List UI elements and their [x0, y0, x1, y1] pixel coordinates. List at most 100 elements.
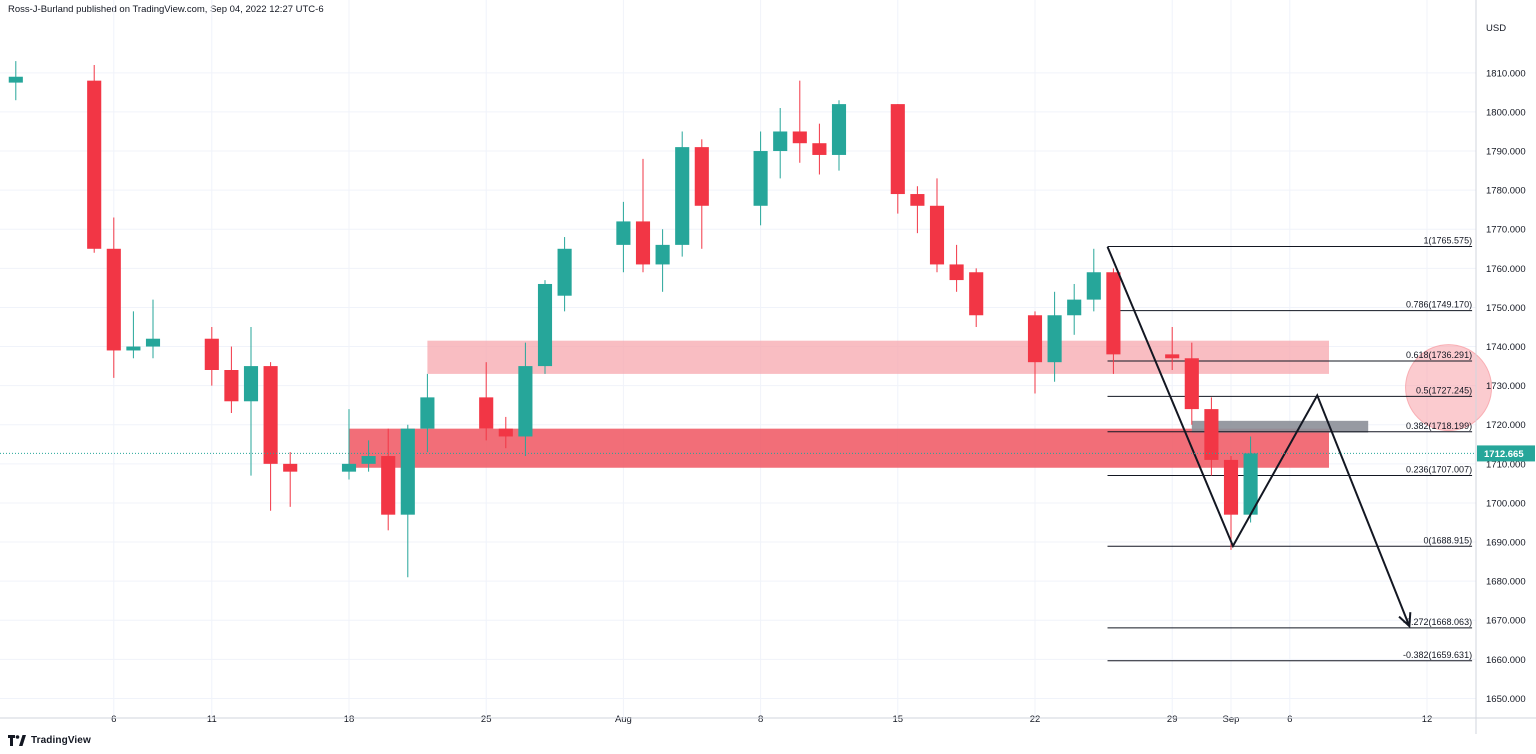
candle[interactable]	[479, 362, 494, 441]
candle[interactable]	[1047, 291, 1062, 382]
candle-body[interactable]	[831, 104, 847, 155]
candle[interactable]	[773, 108, 788, 179]
candle[interactable]	[1106, 268, 1121, 374]
candle-body[interactable]	[694, 147, 709, 206]
candle-body[interactable]	[1184, 358, 1199, 410]
candle-body[interactable]	[87, 80, 102, 249]
candle-body[interactable]	[655, 244, 670, 265]
candle-body[interactable]	[616, 221, 631, 245]
candle-body[interactable]	[204, 338, 219, 370]
candle[interactable]	[890, 104, 905, 214]
candle[interactable]	[106, 217, 121, 378]
candle[interactable]	[420, 373, 435, 453]
candle-body[interactable]	[792, 131, 807, 144]
candle[interactable]	[145, 299, 161, 359]
candle[interactable]	[263, 362, 278, 511]
last-price-label: 1712.665	[1484, 449, 1524, 460]
candle-body[interactable]	[1204, 409, 1219, 460]
candle-body[interactable]	[1086, 272, 1101, 300]
y-axis[interactable]: 1650.000 1660.000 1670.000 1680.000 1690.000…	[1475, 0, 1535, 734]
candle[interactable]	[1086, 248, 1101, 312]
candle-body[interactable]	[1223, 459, 1239, 515]
candle-body[interactable]	[910, 194, 925, 206]
candle[interactable]	[792, 80, 807, 163]
candle[interactable]	[812, 123, 827, 175]
highlight-circle-layer	[1405, 344, 1493, 432]
candle[interactable]	[1223, 456, 1239, 550]
candle-body[interactable]	[929, 205, 945, 265]
publisher-line: Ross-J-Burland published on TradingView.…	[8, 4, 324, 15]
candle[interactable]	[831, 100, 847, 171]
candle-body[interactable]	[1027, 315, 1043, 363]
candle[interactable]	[224, 346, 239, 414]
candle-body[interactable]	[557, 248, 572, 296]
candle-body[interactable]	[969, 272, 984, 316]
candle[interactable]	[635, 158, 651, 273]
candle-body[interactable]	[753, 151, 768, 206]
candle[interactable]	[126, 311, 141, 359]
candle-body[interactable]	[498, 428, 513, 437]
candle[interactable]	[537, 280, 553, 374]
candle[interactable]	[204, 326, 219, 386]
candle-body[interactable]	[341, 463, 357, 472]
candle-body[interactable]	[1047, 315, 1062, 363]
candle[interactable]	[1184, 342, 1199, 425]
candle-body[interactable]	[890, 104, 905, 195]
candle-body[interactable]	[361, 456, 376, 464]
candle-body[interactable]	[1165, 354, 1180, 359]
candle-body[interactable]	[283, 463, 298, 472]
candle[interactable]	[1067, 283, 1082, 335]
candle[interactable]	[616, 201, 631, 273]
candle[interactable]	[518, 342, 533, 457]
candle[interactable]	[655, 229, 670, 292]
candle-body[interactable]	[1106, 272, 1121, 355]
candle-body[interactable]	[1067, 299, 1082, 316]
candle-body[interactable]	[420, 397, 435, 429]
candle-body[interactable]	[812, 143, 827, 155]
candle-body[interactable]	[224, 370, 239, 402]
candle[interactable]	[400, 424, 415, 578]
candle[interactable]	[910, 186, 925, 234]
candle[interactable]	[87, 65, 102, 253]
candle-body[interactable]	[949, 264, 964, 281]
candle[interactable]	[1165, 326, 1180, 370]
candle-body[interactable]	[635, 221, 651, 265]
candle-body[interactable]	[537, 283, 553, 367]
y-tick-label: 1780.000	[1486, 186, 1526, 197]
candle-body[interactable]	[106, 248, 121, 351]
candle[interactable]	[949, 244, 964, 292]
candle[interactable]	[1027, 311, 1043, 394]
candle[interactable]	[557, 237, 572, 312]
candle[interactable]	[675, 131, 690, 257]
candle-body[interactable]	[773, 131, 788, 152]
candle-body[interactable]	[263, 366, 278, 464]
candle-body[interactable]	[126, 346, 141, 351]
candles[interactable]	[8, 61, 1258, 578]
candle-body[interactable]	[479, 397, 494, 429]
candle[interactable]	[243, 326, 259, 476]
y-tick-label: 1700.000	[1486, 498, 1526, 509]
candle-body[interactable]	[518, 366, 533, 437]
candle[interactable]	[1243, 436, 1258, 523]
candle-body[interactable]	[8, 76, 23, 83]
candle[interactable]	[969, 268, 984, 327]
candle[interactable]	[341, 409, 357, 480]
candle[interactable]	[8, 61, 23, 101]
x-axis[interactable]: 6 11 18 25 Aug 8 15 22 29 Sep 6 12	[0, 714, 1536, 725]
candle-body[interactable]	[675, 147, 690, 245]
fib-level-label: 0.236(1707.007)	[1406, 465, 1472, 475]
candle-body[interactable]	[400, 428, 415, 515]
candle-body[interactable]	[1243, 453, 1258, 515]
candle[interactable]	[1204, 397, 1219, 476]
candle[interactable]	[694, 139, 709, 249]
candle-body[interactable]	[243, 366, 259, 402]
candle[interactable]	[498, 416, 513, 449]
candle[interactable]	[361, 440, 376, 472]
candle-body[interactable]	[145, 338, 161, 347]
candle[interactable]	[929, 178, 945, 273]
candle[interactable]	[381, 428, 396, 531]
candle[interactable]	[753, 131, 768, 226]
candle[interactable]	[283, 452, 298, 507]
candle-body[interactable]	[381, 456, 396, 515]
